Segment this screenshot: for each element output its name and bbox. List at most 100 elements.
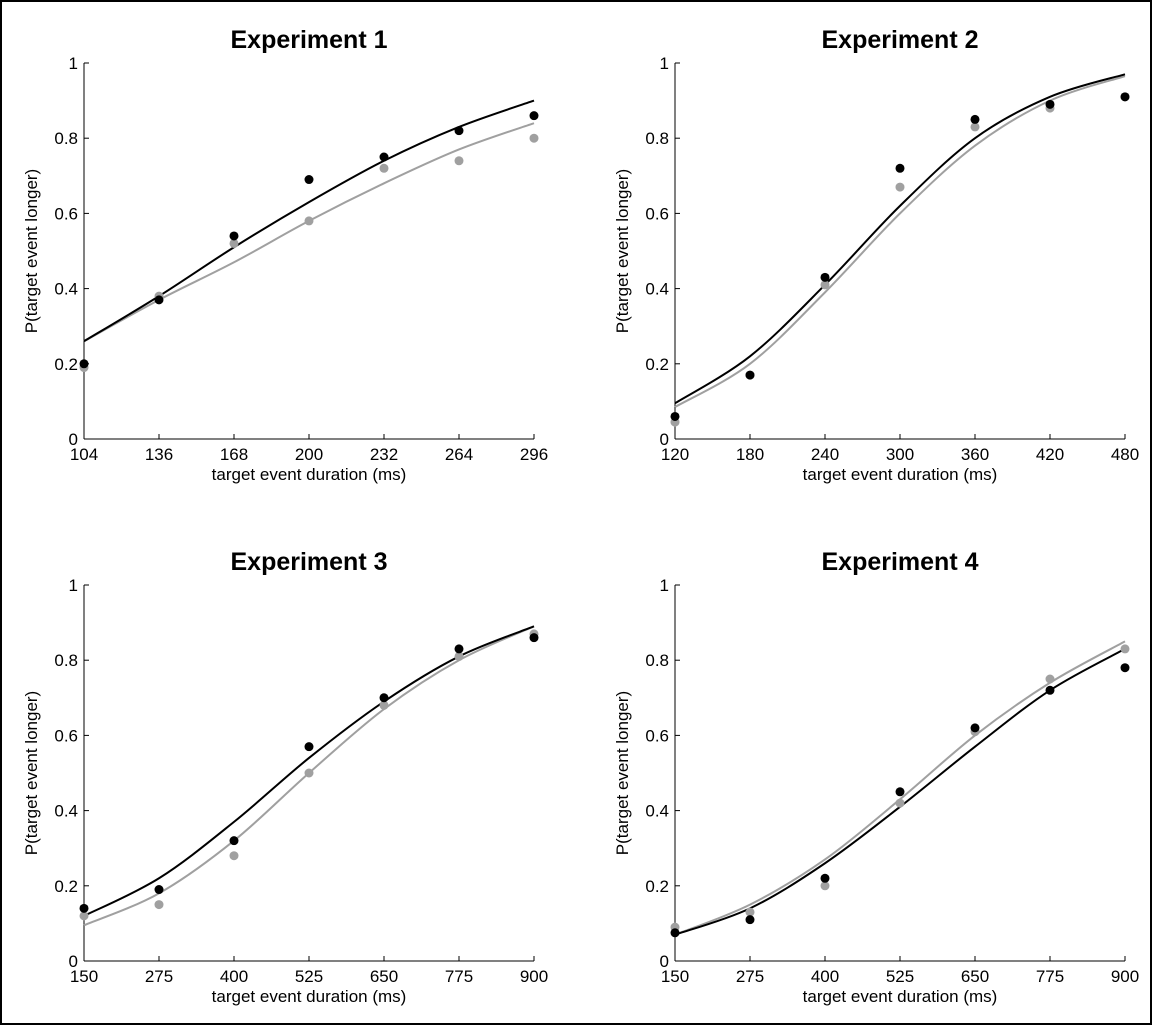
y-tick-label: 0.4 [54, 802, 78, 821]
data-point-gray [820, 280, 830, 290]
y-axis-label: P(target event longer) [22, 169, 41, 333]
x-tick-label: 300 [886, 445, 914, 464]
y-axis-label: P(target event longer) [613, 169, 632, 333]
y-axis-label: P(target event longer) [22, 691, 41, 855]
x-tick-label: 200 [295, 445, 323, 464]
fit-curve-gray [83, 122, 535, 343]
x-tick-label: 240 [811, 445, 839, 464]
x-tick-label: 264 [445, 445, 473, 464]
data-point-black [379, 152, 389, 162]
data-point-gray [379, 700, 389, 710]
data-point-gray [229, 851, 239, 861]
y-tick-label: 0.8 [645, 651, 669, 670]
data-point-black [1045, 99, 1055, 109]
data-point-black [670, 928, 680, 938]
data-point-black [529, 111, 539, 121]
x-tick-label: 420 [1036, 445, 1064, 464]
x-axis-label: target event duration (ms) [803, 465, 998, 484]
data-point-gray [745, 907, 755, 917]
x-tick-label: 900 [1111, 967, 1139, 986]
y-tick-label: 0.4 [645, 802, 669, 821]
x-axis-label: target event duration (ms) [212, 465, 407, 484]
data-point-gray [1045, 674, 1055, 684]
x-tick-label: 360 [961, 445, 989, 464]
x-tick-label: 275 [736, 967, 764, 986]
x-tick-label: 400 [811, 967, 839, 986]
data-point-gray [895, 182, 905, 192]
data-point-black [229, 836, 239, 846]
y-tick-label: 1 [660, 576, 669, 595]
x-tick-label: 275 [145, 967, 173, 986]
y-tick-label: 0.8 [54, 129, 78, 148]
y-axis-label: P(target event longer) [613, 691, 632, 855]
y-tick-label: 0.2 [645, 877, 669, 896]
data-point-gray [970, 122, 980, 132]
chart-title: Experiment 4 [821, 548, 978, 576]
x-tick-label: 104 [70, 445, 98, 464]
data-point-black [79, 903, 89, 913]
data-point-black [529, 633, 539, 643]
data-point-black [1120, 92, 1130, 102]
y-tick-label: 0.6 [645, 204, 669, 223]
data-point-black [670, 411, 680, 421]
y-tick-label: 1 [69, 576, 78, 595]
data-point-black [229, 231, 239, 241]
y-tick-label: 1 [660, 54, 669, 73]
data-point-black [970, 723, 980, 733]
x-tick-label: 775 [445, 967, 473, 986]
data-point-black [454, 126, 464, 136]
x-tick-label: 775 [1036, 967, 1064, 986]
y-tick-label: 0.4 [54, 280, 78, 299]
data-point-gray [79, 911, 89, 921]
chart-title: Experiment 3 [230, 548, 387, 576]
data-point-black [304, 742, 314, 752]
x-axis-label: target event duration (ms) [212, 987, 407, 1006]
y-tick-label: 1 [69, 54, 78, 73]
x-tick-label: 525 [295, 967, 323, 986]
y-tick-label: 0.2 [54, 877, 78, 896]
data-point-gray [454, 156, 464, 166]
data-point-black [154, 885, 164, 895]
x-tick-label: 525 [886, 967, 914, 986]
y-tick-label: 0.8 [54, 651, 78, 670]
x-tick-label: 150 [70, 967, 98, 986]
y-tick-label: 0.2 [54, 355, 78, 374]
x-tick-label: 650 [370, 967, 398, 986]
x-tick-label: 136 [145, 445, 173, 464]
fit-curve-gray [674, 75, 1126, 408]
x-tick-label: 296 [520, 445, 548, 464]
y-tick-label: 0.2 [645, 355, 669, 374]
x-tick-label: 120 [661, 445, 689, 464]
x-tick-label: 650 [961, 967, 989, 986]
x-tick-label: 150 [661, 967, 689, 986]
data-point-black [454, 644, 464, 654]
data-point-gray [1120, 644, 1130, 654]
data-point-black [379, 693, 389, 703]
data-point-black [820, 873, 830, 883]
chart-title: Experiment 2 [821, 26, 978, 54]
data-point-black [895, 163, 905, 173]
y-tick-label: 0.8 [645, 129, 669, 148]
data-point-black [79, 359, 89, 369]
data-point-gray [229, 238, 239, 248]
x-tick-label: 400 [220, 967, 248, 986]
data-point-gray [304, 216, 314, 226]
data-point-black [745, 370, 755, 380]
x-tick-label: 480 [1111, 445, 1139, 464]
data-point-gray [820, 881, 830, 891]
x-tick-label: 180 [736, 445, 764, 464]
data-point-black [895, 787, 905, 797]
y-tick-label: 0 [69, 952, 78, 971]
y-tick-label: 0 [660, 430, 669, 449]
panel-4: Experiment 4 0 0.2 0.4 0.6 0.8 1 150 275 400 525 65… [613, 548, 1139, 1006]
x-axis-label: target event duration (ms) [803, 987, 998, 1006]
fit-curve-black [674, 73, 1126, 405]
data-point-black [304, 175, 314, 185]
y-tick-label: 0.4 [645, 280, 669, 299]
data-point-black [820, 272, 830, 282]
data-point-black [1045, 685, 1055, 695]
panel-2: Experiment 2 0 0.2 0.4 0.6 0.8 1 120 180 240 300 36… [613, 26, 1139, 484]
data-point-black [970, 114, 980, 124]
y-tick-label: 0.6 [645, 726, 669, 745]
data-point-gray [454, 651, 464, 661]
